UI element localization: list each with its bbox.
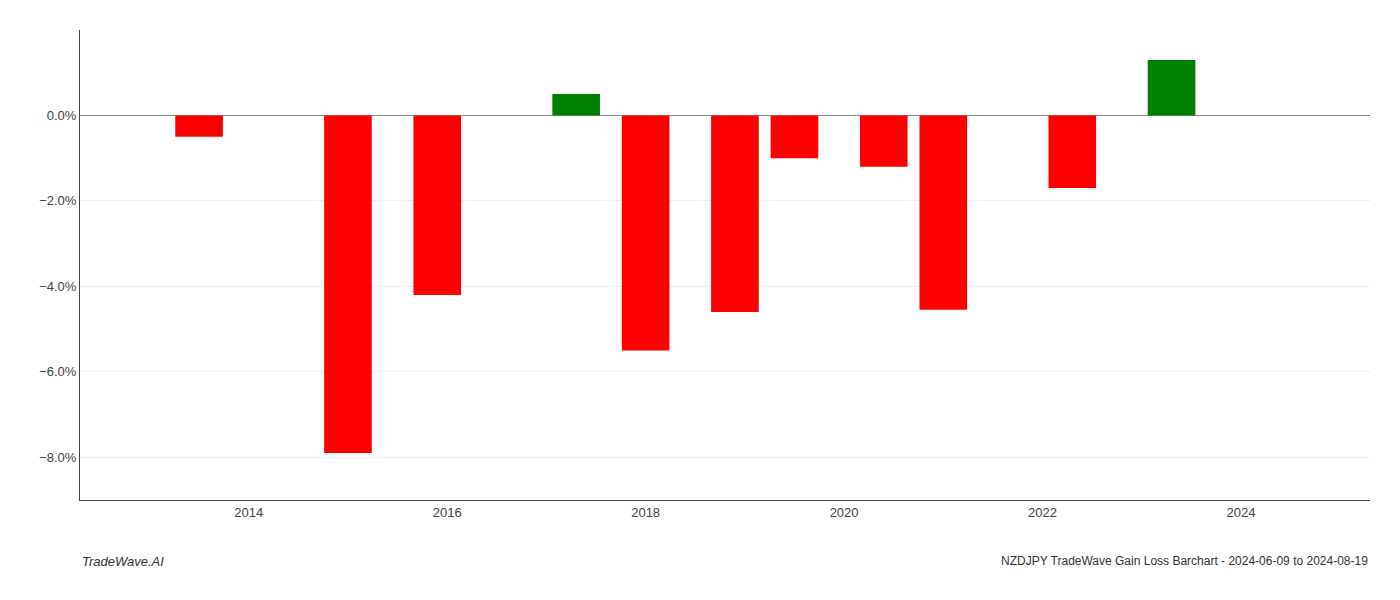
svg-text:0.0%: 0.0% — [47, 108, 77, 123]
svg-text:−2.0%: −2.0% — [39, 193, 77, 208]
svg-text:2016: 2016 — [433, 505, 462, 520]
svg-text:2020: 2020 — [830, 505, 859, 520]
svg-text:−4.0%: −4.0% — [39, 279, 77, 294]
svg-text:NZDJPY TradeWave Gain Loss Bar: NZDJPY TradeWave Gain Loss Barchart - 20… — [1001, 554, 1368, 568]
svg-text:2018: 2018 — [631, 505, 660, 520]
svg-text:2024: 2024 — [1227, 505, 1256, 520]
svg-text:−6.0%: −6.0% — [39, 364, 77, 379]
svg-text:−8.0%: −8.0% — [39, 450, 77, 465]
svg-text:TradeWave.AI: TradeWave.AI — [82, 554, 164, 569]
svg-text:2022: 2022 — [1028, 505, 1057, 520]
svg-text:2014: 2014 — [234, 505, 263, 520]
